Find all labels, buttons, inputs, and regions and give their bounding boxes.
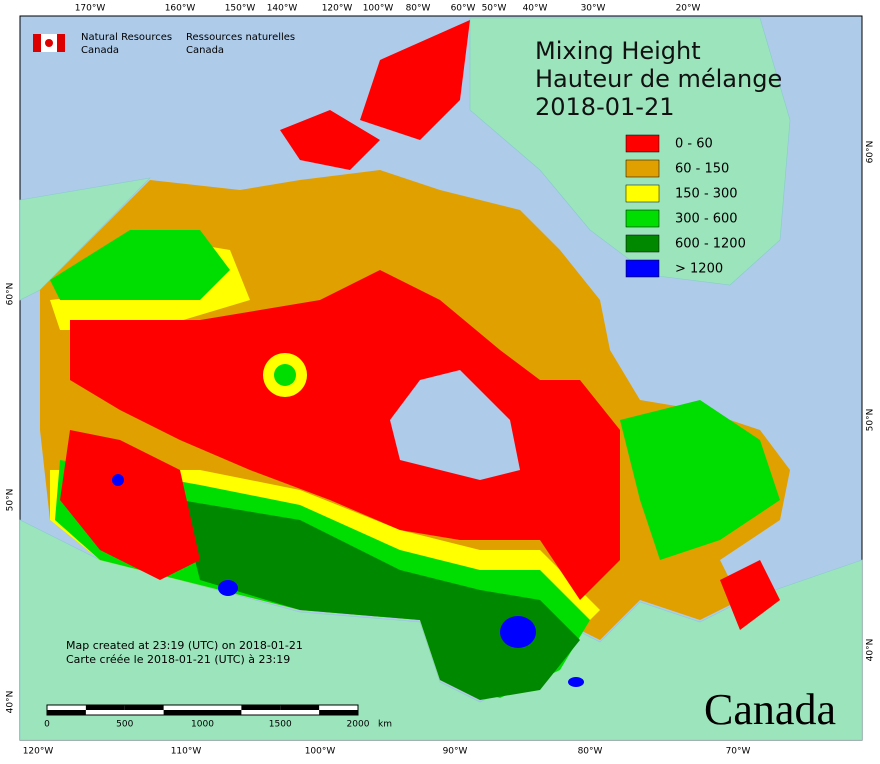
longitude-label: 30°W (581, 4, 606, 14)
longitude-label: 100°W (363, 4, 394, 14)
flag-leaf (45, 39, 53, 47)
legend-label: > 1200 (675, 262, 723, 277)
zone-red-west (60, 430, 200, 580)
longitude-label: 110°W (171, 747, 202, 757)
longitude-label: 170°W (75, 4, 106, 14)
scale-segment (280, 705, 320, 710)
scale-segment (319, 710, 358, 715)
header: Natural Resources Canada Ressources natu… (33, 32, 295, 56)
zone-red-maritimes (720, 560, 780, 630)
longitude-label: 100°W (305, 747, 336, 757)
title-date: 2018-01-21 (535, 93, 674, 121)
longitude-label: 70°W (726, 747, 751, 757)
graticule: 170°W 160°W 150°W 140°W 120°W 100°W 80°W 60°W 50… (6, 4, 876, 757)
latitude-label: 40°N (6, 691, 16, 714)
legend-swatch (625, 234, 660, 253)
legend-swatch (625, 184, 660, 203)
longitude-label: 40°W (523, 4, 548, 14)
latitude-label: 60°N (866, 141, 876, 164)
zone-blue-spot (112, 474, 124, 486)
longitude-label: 80°W (406, 4, 431, 14)
title: Mixing Height Hauteur de mélange 2018-01… (535, 37, 782, 121)
scale-segment (163, 710, 203, 715)
zone-red (70, 270, 620, 600)
scale-label: 1000 (191, 720, 214, 730)
flag-bar (57, 34, 65, 52)
latitude-label: 50°N (6, 489, 16, 512)
zone-red-arctic-2 (280, 110, 380, 170)
longitude-label: 90°W (443, 747, 468, 757)
scale-unit: km (378, 720, 392, 730)
legend: 0 - 60 60 - 150 150 - 300 300 - 600 600 - 12… (625, 134, 746, 278)
zone-blue-spot (568, 677, 584, 687)
legend-swatch (625, 159, 660, 178)
legend-label: 0 - 60 (675, 137, 713, 152)
scale-label: 0 (44, 720, 50, 730)
scale-segment (124, 705, 164, 710)
note: Map created at 23:19 (UTC) on 2018-01-21 (66, 639, 303, 652)
longitude-label: 120°W (23, 747, 54, 757)
mixing-height-fill (40, 20, 790, 700)
zone-blue-spot (218, 580, 238, 596)
hudson-bay (390, 370, 520, 480)
legend-swatch (625, 209, 660, 228)
longitude-label: 20°W (676, 4, 701, 14)
scale-bar: 0 500 1000 1500 2000 km (44, 704, 392, 730)
agency-fr: Ressources naturelles (186, 32, 295, 43)
legend-label: 150 - 300 (675, 187, 738, 202)
wordmark: Canada (704, 685, 836, 734)
longitude-label: 50°W (482, 4, 507, 14)
zone-darkgreen-south (180, 500, 580, 700)
longitude-label: 160°W (165, 4, 196, 14)
zone-green-nw (50, 230, 230, 300)
legend-label: 300 - 600 (675, 212, 738, 227)
legend-swatch (625, 134, 660, 153)
zone-red-arctic (360, 20, 470, 140)
longitude-label: 60°W (451, 4, 476, 14)
scale-segment (241, 705, 281, 710)
agency-en-2: Canada (81, 45, 119, 56)
zone-green-spot (274, 364, 296, 386)
longitude-label: 140°W (267, 4, 298, 14)
agency-en: Natural Resources (81, 32, 172, 43)
zone-green-east (620, 400, 780, 560)
scale-label: 1500 (269, 720, 292, 730)
latitude-label: 50°N (866, 409, 876, 432)
scale-segment (202, 710, 242, 715)
longitude-label: 120°W (322, 4, 353, 14)
legend-label: 600 - 1200 (675, 237, 746, 252)
zone-blue-spot (500, 616, 536, 648)
longitude-label: 80°W (578, 747, 603, 757)
note: Carte créée le 2018-01-21 (UTC) à 23:19 (66, 653, 290, 666)
scale-segment (85, 705, 125, 710)
notes: Map created at 23:19 (UTC) on 2018-01-21… (66, 639, 303, 666)
scale-label: 500 (116, 720, 133, 730)
agency-fr-2: Canada (186, 45, 224, 56)
title-line: Hauteur de mélange (535, 65, 782, 93)
flag-bar (33, 34, 41, 52)
title-line: Mixing Height (535, 37, 701, 65)
legend-swatch (625, 259, 660, 278)
legend-label: 60 - 150 (675, 162, 729, 177)
longitude-label: 150°W (225, 4, 256, 14)
latitude-label: 40°N (866, 639, 876, 662)
latitude-label: 60°N (6, 283, 16, 306)
scale-segment (47, 710, 86, 715)
scale-label: 2000 (347, 720, 370, 730)
